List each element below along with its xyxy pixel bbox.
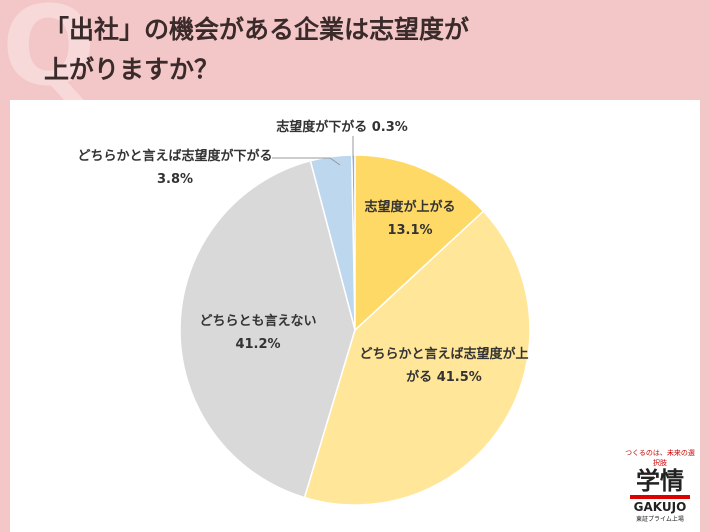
- value-label: 3.8%: [156, 172, 194, 187]
- tagline: つくるのは、未来の選択肢: [625, 449, 695, 467]
- chart-title: 「出社」の機会がある企業は志望度が 上がりますか？: [44, 10, 469, 90]
- value-label: 41.5%: [436, 370, 482, 385]
- category-label: 志望度が下がる: [276, 120, 368, 135]
- leader-line: [272, 157, 341, 166]
- decor-q: Q: [2, 0, 96, 110]
- logo-bar: [630, 495, 690, 499]
- value-label: 13.1%: [387, 223, 433, 238]
- listing: 東証プライム上場: [636, 516, 684, 523]
- category-label: どちらかと言えば志望度が下がる: [77, 149, 273, 164]
- logo: 学情: [636, 467, 684, 495]
- category-label: 志望度が上がる: [364, 200, 456, 215]
- data-label: どちらかと言えば志望度が上がる 41.5%: [358, 343, 530, 389]
- title-line: 上がりますか？: [44, 55, 220, 84]
- category-label: どちらとも言えない: [199, 314, 317, 329]
- category-label: どちらかと言えば志望度が上がる: [359, 347, 529, 385]
- title-line: 「出社」の機会がある企業は志望度が: [44, 15, 470, 44]
- data-label: どちらとも言えない 41.2%: [183, 310, 333, 356]
- logo-en: GAKUJO: [633, 500, 687, 514]
- value-label: 41.2%: [235, 337, 281, 352]
- pie-slice: [354, 154, 485, 332]
- value-label: 0.3%: [371, 120, 408, 135]
- pie-slice: [303, 210, 531, 506]
- data-label: どちらかと言えば志望度が下がる 3.8%: [60, 145, 290, 191]
- branding: つくるのは、未来の選択肢 学情 GAKUJO 東証プライム上場: [622, 448, 698, 523]
- pie-slice: [179, 159, 356, 499]
- data-label: 志望度が下がる 0.3%: [242, 116, 442, 139]
- data-label: 志望度が上がる 13.1%: [345, 196, 475, 242]
